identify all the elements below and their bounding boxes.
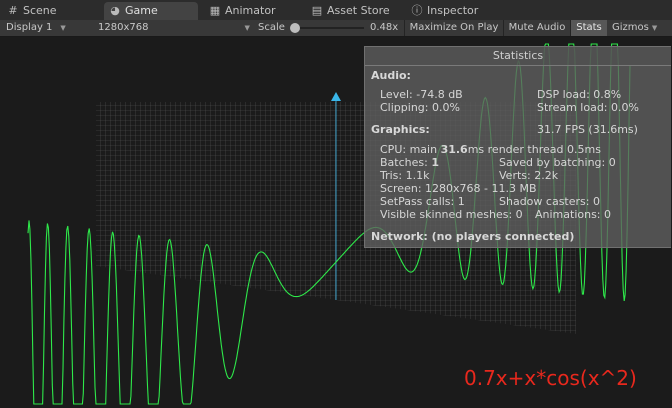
verts: Verts: 2.2k bbox=[499, 169, 559, 182]
function-curve bbox=[27, 43, 631, 405]
resolution-dropdown[interactable]: 1280x768 ▼ bbox=[98, 20, 250, 36]
skinned-meshes: Visible skinned meshes: 0 bbox=[380, 208, 523, 221]
chevron-down-icon: ▼ bbox=[244, 24, 250, 32]
animator-icon: ▦ bbox=[209, 4, 221, 17]
audio-clipping: Clipping: 0.0% bbox=[380, 101, 460, 114]
tab-label: Scene bbox=[23, 4, 57, 17]
tab-asset-store[interactable]: ▤ Asset Store bbox=[306, 2, 404, 20]
formula-label: 0.7x+x*cos(x^2) bbox=[464, 366, 637, 390]
network-status: Network: (no players connected) bbox=[371, 230, 575, 243]
dsp-load: DSP load: 0.8% bbox=[537, 88, 622, 101]
tab-inspector[interactable]: ⓘ Inspector bbox=[406, 2, 506, 20]
tab-label: Inspector bbox=[427, 4, 479, 17]
game-toolbar: Display 1 ▼ 1280x768 ▼ Scale 0.48x Maximiz… bbox=[0, 20, 672, 37]
tab-animator[interactable]: ▦ Animator bbox=[204, 2, 304, 20]
slider-thumb[interactable] bbox=[290, 23, 300, 33]
statistics-panel: Statistics Audio: Level: -74.8 dB Clippi… bbox=[364, 46, 671, 248]
tab-bar: # Scene ◕ Game ▦ Animator ▤ Asset Store ⓘ Ins… bbox=[0, 0, 672, 21]
animations: Animations: 0 bbox=[535, 208, 612, 221]
hash-icon: # bbox=[8, 4, 18, 17]
setpass-calls: SetPass calls: 1 bbox=[380, 195, 465, 208]
tab-label: Asset Store bbox=[327, 4, 390, 17]
stream-load: Stream load: 0.0% bbox=[537, 101, 639, 114]
resolution-label: 1280x768 bbox=[98, 22, 149, 33]
graphics-header: Graphics: bbox=[371, 123, 430, 136]
chevron-down-icon: ▼ bbox=[60, 24, 66, 32]
gizmos-label: Gizmos bbox=[612, 22, 649, 33]
maximize-on-play-button[interactable]: Maximize On Play bbox=[404, 20, 503, 36]
batches: Batches: 1 bbox=[380, 156, 439, 169]
audio-header: Audio: bbox=[371, 69, 411, 82]
chevron-down-icon: ▼ bbox=[651, 24, 658, 32]
saved-by-batching: Saved by batching: 0 bbox=[499, 156, 616, 169]
axis-arrow-icon bbox=[331, 92, 341, 101]
tab-game[interactable]: ◕ Game bbox=[104, 2, 198, 20]
tris: Tris: 1.1k bbox=[380, 169, 430, 182]
stats-button[interactable]: Stats bbox=[570, 20, 607, 36]
statistics-title: Statistics bbox=[365, 47, 671, 66]
cpu-line: CPU: main 31.6ms render thread 0.5ms bbox=[380, 143, 601, 156]
tab-scene[interactable]: # Scene bbox=[2, 2, 96, 20]
scale-label: Scale bbox=[258, 22, 285, 33]
audio-level: Level: -74.8 dB bbox=[380, 88, 463, 101]
scale-slider[interactable] bbox=[290, 20, 366, 36]
tab-label: Animator bbox=[225, 4, 276, 17]
info-icon: ⓘ bbox=[411, 4, 423, 17]
pacman-icon: ◕ bbox=[110, 4, 120, 17]
screen-info: Screen: 1280x768 - 11.3 MB bbox=[380, 182, 537, 195]
tab-label: Game bbox=[125, 4, 158, 17]
gizmos-dropdown[interactable]: Gizmos ▼ bbox=[612, 20, 657, 36]
shadow-casters: Shadow casters: 0 bbox=[499, 195, 600, 208]
fps-readout: 31.7 FPS (31.6ms) bbox=[537, 123, 638, 136]
display-label: Display 1 bbox=[6, 22, 53, 33]
mute-audio-button[interactable]: Mute Audio bbox=[503, 20, 570, 36]
display-dropdown[interactable]: Display 1 ▼ bbox=[6, 20, 66, 36]
slider-track bbox=[294, 27, 364, 29]
scale-value: 0.48x bbox=[370, 22, 399, 33]
store-icon: ▤ bbox=[311, 4, 323, 17]
